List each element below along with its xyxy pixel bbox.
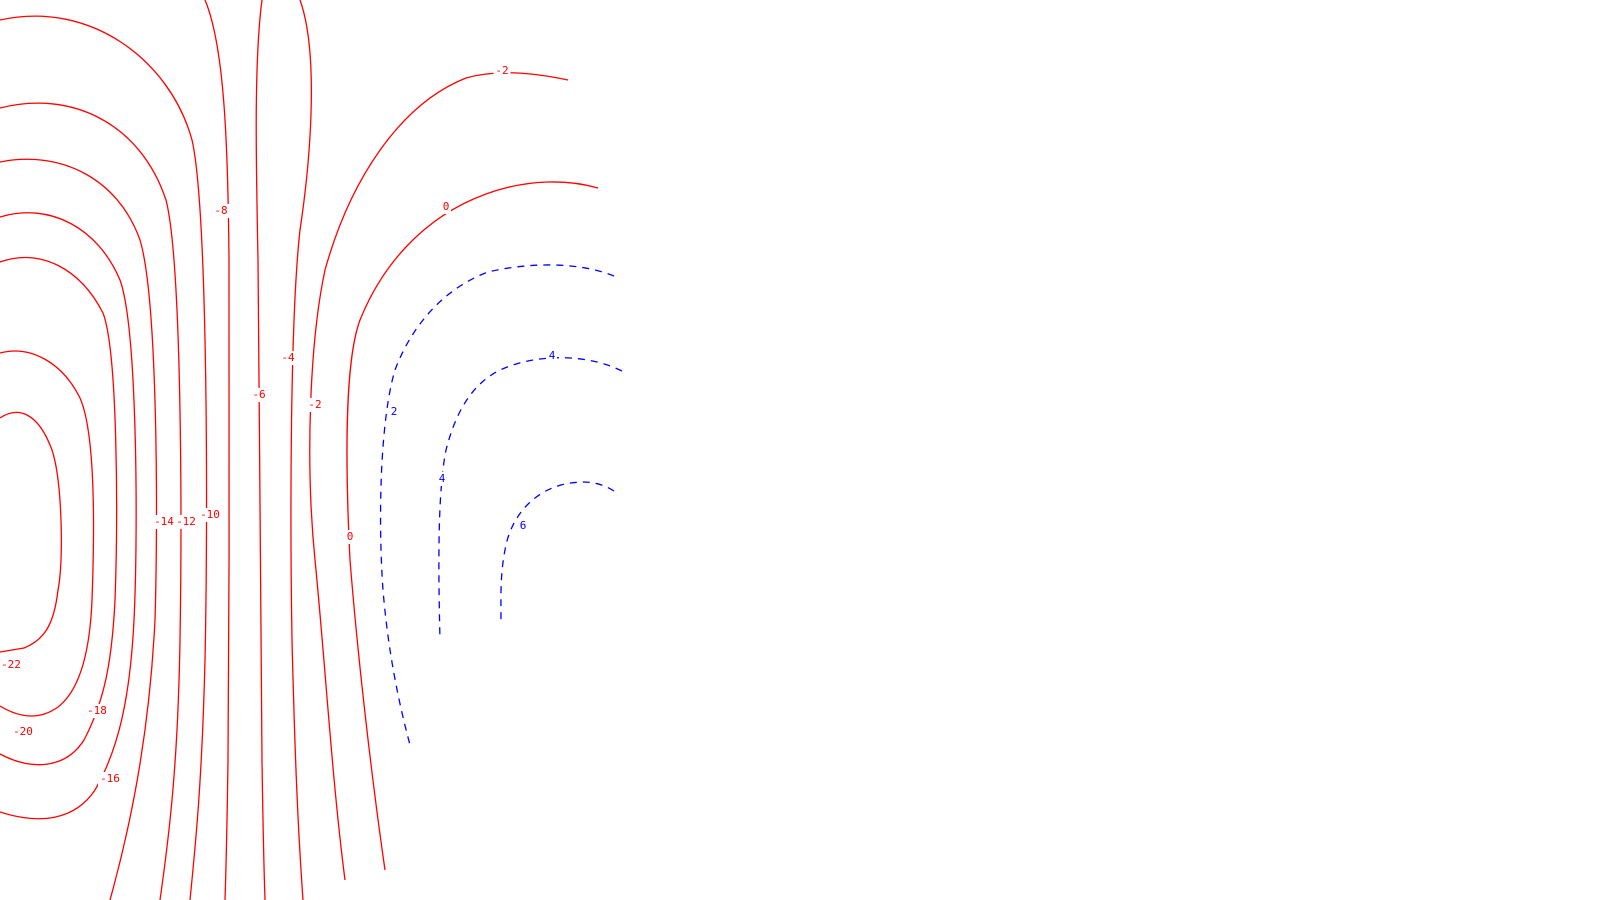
contour-label: -12 [176, 515, 196, 528]
contour-label-bg [306, 398, 324, 412]
contour-label-bg [0, 658, 23, 672]
contour-label-bg [212, 204, 230, 218]
contour-label-bg [547, 349, 557, 363]
contour-label-bg [174, 515, 198, 529]
contour-line--22 [0, 411, 62, 653]
contour-line--6 [255, 0, 266, 900]
contour-label-bg [345, 530, 355, 544]
contour-label: -6 [252, 388, 265, 401]
contour-label-bg [279, 351, 297, 365]
contour-line--16 [0, 212, 137, 820]
contour-label-bg [437, 472, 447, 486]
contour-label: -4 [281, 351, 295, 364]
contour-line-6 [500, 481, 615, 621]
contour-lines [0, 0, 623, 900]
contour-label: -2 [308, 398, 321, 411]
contour-label: 4 [549, 349, 556, 362]
contour-label: 6 [520, 519, 527, 532]
contour-line--4 [290, 0, 313, 900]
contour-label: -10 [200, 508, 220, 521]
contour-label-bg [518, 519, 528, 533]
contour-label: -18 [87, 704, 107, 717]
contour-label: -8 [214, 204, 227, 217]
contour-line--14 [0, 158, 158, 900]
contour-line-0 [346, 181, 599, 871]
contour-label: 2 [391, 405, 398, 418]
contour-label-bg [85, 704, 109, 718]
contour-line--2 [309, 72, 569, 881]
contour-line-2 [379, 264, 615, 746]
contour-label-bg [11, 725, 35, 739]
contour-label-bg [250, 388, 268, 402]
contour-label-bg [441, 200, 451, 214]
contour-label-bg [98, 772, 122, 786]
contour-label: 4 [439, 472, 446, 485]
contour-line--10 [0, 15, 208, 900]
contour-line--12 [0, 102, 182, 900]
contour-label: 0 [443, 200, 450, 213]
contour-label-bg [198, 508, 222, 522]
contour-line--8 [204, 0, 231, 900]
contour-label: -14 [154, 515, 174, 528]
contour-line-4 [438, 357, 623, 641]
contour-label-bg [152, 515, 176, 529]
contour-label-bg [493, 64, 511, 78]
contour-label: -2 [495, 64, 508, 77]
contour-label: -20 [13, 725, 33, 738]
contour-label: -22 [1, 658, 21, 671]
contour-label-bg [389, 405, 399, 419]
contour-label: 0 [347, 530, 354, 543]
contour-line--18 [0, 257, 118, 766]
contour-line--20 [0, 350, 95, 717]
contour-label: -16 [100, 772, 120, 785]
